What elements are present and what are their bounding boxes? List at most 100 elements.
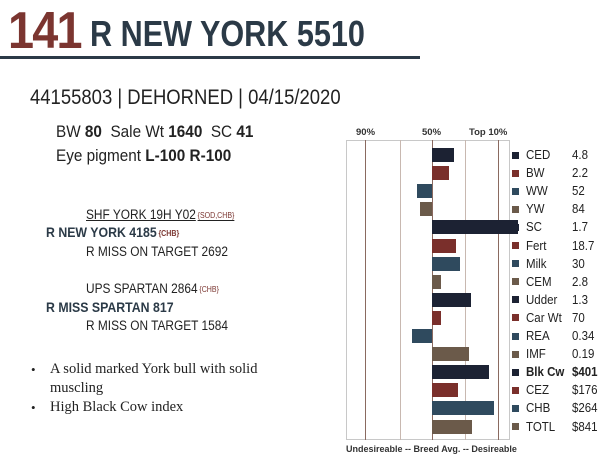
bar-rea [412, 329, 432, 343]
trait-name: Udder [526, 292, 558, 307]
trait-name: REA [526, 329, 550, 343]
trait-name: SC [526, 220, 542, 235]
trait-name: Fert [526, 238, 547, 253]
bull-name: R NEW YORK 5510 [90, 13, 365, 54]
legend-swatch [512, 368, 519, 376]
legend-swatch [512, 151, 519, 159]
chart-frame [346, 140, 510, 440]
pedigree-tag: {CHB} [199, 285, 219, 294]
grid-line-breed-avg [432, 140, 433, 440]
pedigree-tag: {CHB} [158, 229, 180, 238]
pedigree-dam-sire: UPS SPARTAN 2864 {CHB} [86, 281, 219, 296]
bar-totl [432, 419, 473, 434]
trait-value: $401 [572, 365, 598, 380]
trait-row-milk: Milk 30 [510, 255, 586, 273]
legend-swatch [512, 314, 519, 322]
trait-value: 0.19 [572, 347, 595, 362]
trait-name: IMF [526, 347, 546, 362]
sale-wt-value: 1640 [168, 122, 203, 141]
pedigree-tag: {SOD,CHB} [197, 211, 235, 220]
sale-wt-label: Sale Wt [110, 122, 165, 141]
bar-yw [419, 202, 432, 217]
trait-value: 30 [572, 256, 585, 271]
pedigree-dam: R MISS SPARTAN 817 [46, 299, 174, 315]
header-rule [0, 56, 420, 59]
trait-name: CEZ [526, 383, 549, 398]
bar-sc [432, 220, 518, 235]
chart-header-top10: Top 10% [469, 127, 508, 138]
stats-line-weights: BW 80 Sale Wt 1640 SC 41 [56, 122, 253, 142]
trait-row-sc: SC 1.7 [510, 218, 589, 236]
legend-swatch [512, 423, 519, 430]
trait-value: 1.7 [572, 220, 588, 235]
registration-line: 44155803 | DEHORNED | 04/15/2020 [30, 86, 341, 109]
bar-udder [432, 292, 471, 307]
trait-name: Milk [526, 256, 547, 271]
legend-swatch [512, 260, 519, 268]
trait-row-cez: CEZ $176 [510, 381, 598, 399]
bw-value: 80 [84, 122, 102, 141]
legend-swatch [512, 242, 519, 249]
grid-line-top10 [498, 140, 499, 440]
chart-header-90: 90% [356, 127, 376, 138]
bar-chb [432, 401, 494, 416]
trait-value: 4.8 [572, 148, 588, 162]
trait-name: BW [526, 166, 545, 181]
bar-fert [432, 238, 457, 253]
trait-row-imf: IMF 0.19 [510, 345, 596, 363]
legend-swatch [512, 332, 519, 340]
trait-value: 2.8 [572, 274, 588, 289]
bar-blk-cw [432, 365, 489, 380]
trait-row-ced: CED 4.8 [510, 146, 589, 164]
trait-name: WW [526, 184, 548, 199]
trait-value: 70 [572, 310, 585, 325]
trait-row-blk-cw: Blk Cw $401 [510, 363, 598, 381]
bar-car-wt [432, 310, 441, 325]
pedigree-sire-sire: SHF YORK 19H Y02 {SOD,CHB} [86, 207, 235, 222]
legend-swatch [512, 187, 519, 195]
eye-pigment-label: Eye pigment [56, 146, 142, 165]
legend-swatch [512, 296, 519, 304]
trait-value: $176 [572, 383, 598, 398]
pedigree-dam-dam: R MISS ON TARGET 1584 [86, 318, 228, 333]
trait-name: CEM [526, 274, 552, 289]
trait-value: 1.3 [572, 292, 588, 307]
lot-number: 141 [8, 2, 82, 60]
trait-row-totl: TOTL $841 [510, 418, 598, 436]
legend-swatch [512, 223, 519, 231]
trait-row-fert: Fert 18.7 [510, 237, 596, 255]
legend-swatch [512, 350, 519, 358]
bar-cem [432, 274, 441, 289]
trait-name: CHB [526, 401, 551, 416]
bar-ww [416, 184, 432, 199]
trait-row-yw: YW 84 [510, 200, 586, 218]
trait-name: CED [526, 148, 551, 162]
trait-row-car-wt: Car Wt 70 [510, 309, 586, 327]
sc-value: 41 [236, 122, 254, 141]
notes-list: A solid marked York bull with solid musc… [28, 360, 308, 417]
legend-swatch [512, 169, 519, 177]
bar-bw [432, 166, 450, 181]
eye-pigment-right: R-100 [189, 146, 232, 165]
legend-swatch [512, 386, 519, 394]
legend-swatch [512, 278, 519, 286]
trait-value: 18.7 [572, 238, 595, 253]
pedigree-sire-dam: R MISS ON TARGET 2692 [86, 244, 228, 259]
trait-value: $264 [572, 401, 598, 416]
bar-imf [432, 347, 469, 362]
note-item: A solid marked York bull with solid musc… [28, 360, 308, 398]
trait-value: 84 [572, 202, 585, 217]
trait-row-udder: Udder 1.3 [510, 291, 589, 309]
trait-row-bw: BW 2.2 [510, 164, 589, 182]
trait-value: $841 [572, 419, 598, 434]
trait-value: 2.2 [572, 166, 588, 181]
trait-name: TOTL [526, 419, 556, 434]
eye-pigment-left: L-100 [145, 146, 186, 165]
bw-label: BW [56, 122, 81, 141]
grid-line-90 [365, 140, 366, 440]
trait-value: 0.34 [572, 329, 595, 343]
bar-milk [432, 256, 461, 271]
trait-row-cem: CEM 2.8 [510, 273, 589, 291]
bar-ced [432, 148, 454, 162]
trait-name: Blk Cw [526, 365, 565, 380]
